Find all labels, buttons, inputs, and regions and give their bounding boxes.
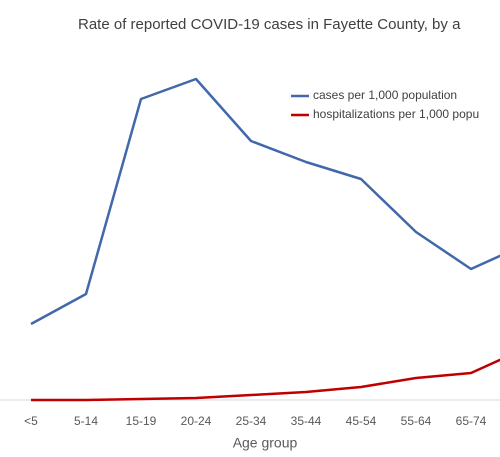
chart-title: Rate of reported COVID-19 cases in Fayet… [78,16,461,33]
x-tick-label: 20-24 [181,414,212,428]
series-line [30,77,500,326]
legend-label: hospitalizations per 1,000 popu [313,107,479,121]
x-tick-label: 35-44 [291,414,322,428]
x-axis-title: Age group [233,435,298,451]
x-tick-label: 25-34 [236,414,267,428]
x-tick-label: 15-19 [126,414,157,428]
x-tick-label: <5 [24,414,38,428]
x-tick-label: 45-54 [346,414,377,428]
series-line [31,358,500,402]
x-tick-label: 65-74 [456,414,487,428]
legend-label: cases per 1,000 population [313,88,457,102]
x-tick-label: 55-64 [401,414,432,428]
x-tick-label: 5-14 [74,414,98,428]
